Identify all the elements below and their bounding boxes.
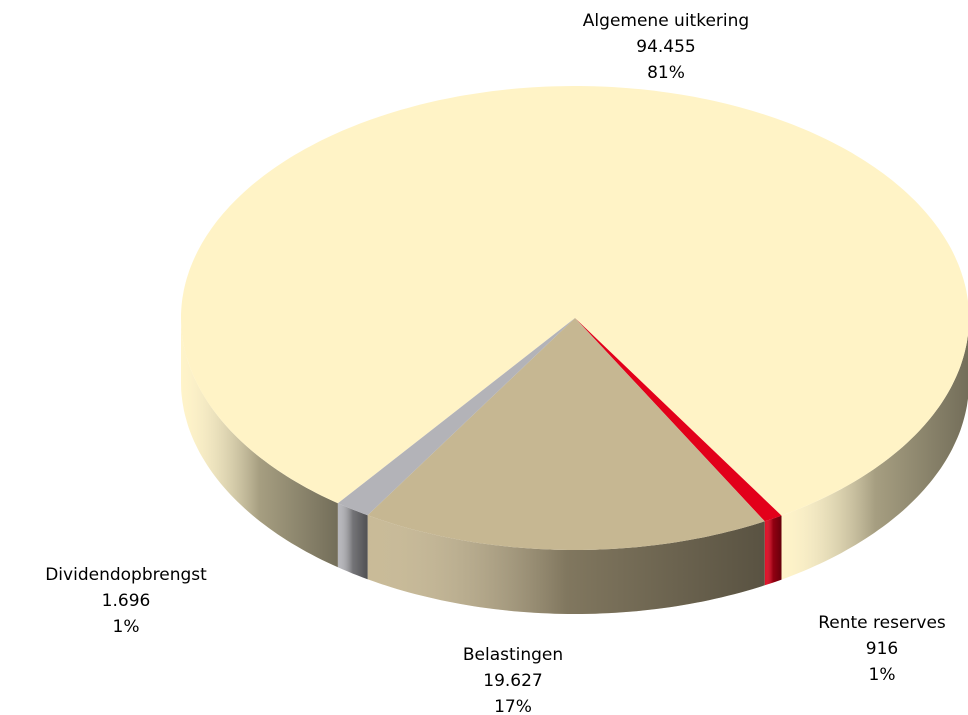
slice-side-shade: [337, 503, 368, 580]
pie-tops: [181, 86, 968, 550]
slice: [367, 318, 765, 550]
slice: [337, 318, 575, 516]
slice-side-shade: [764, 515, 782, 586]
labels: Algemene uitkering 94.455 81% Rente reserve…: [45, 11, 946, 715]
value-label: 19.627: [483, 671, 542, 691]
category-label: Rente reserves: [818, 613, 946, 633]
category-label: Algemene uitkering: [583, 11, 749, 31]
slice-side-shade: [781, 334, 968, 580]
category-label: Dividendopbrengst: [45, 565, 207, 585]
percent-label: 17%: [494, 697, 532, 715]
value-label: 94.455: [636, 37, 695, 57]
value-label: 1.696: [102, 591, 151, 611]
slice-side-shade: [367, 515, 765, 614]
slice-side-shade: [181, 318, 338, 568]
percent-label: 1%: [869, 665, 896, 685]
pie-walls: [181, 318, 968, 614]
percent-label: 1%: [113, 617, 140, 637]
category-label: Belastingen: [463, 645, 563, 665]
value-label: 916: [866, 639, 898, 659]
slice: [181, 86, 968, 516]
percent-label: 81%: [647, 63, 685, 83]
slice: [575, 318, 782, 522]
